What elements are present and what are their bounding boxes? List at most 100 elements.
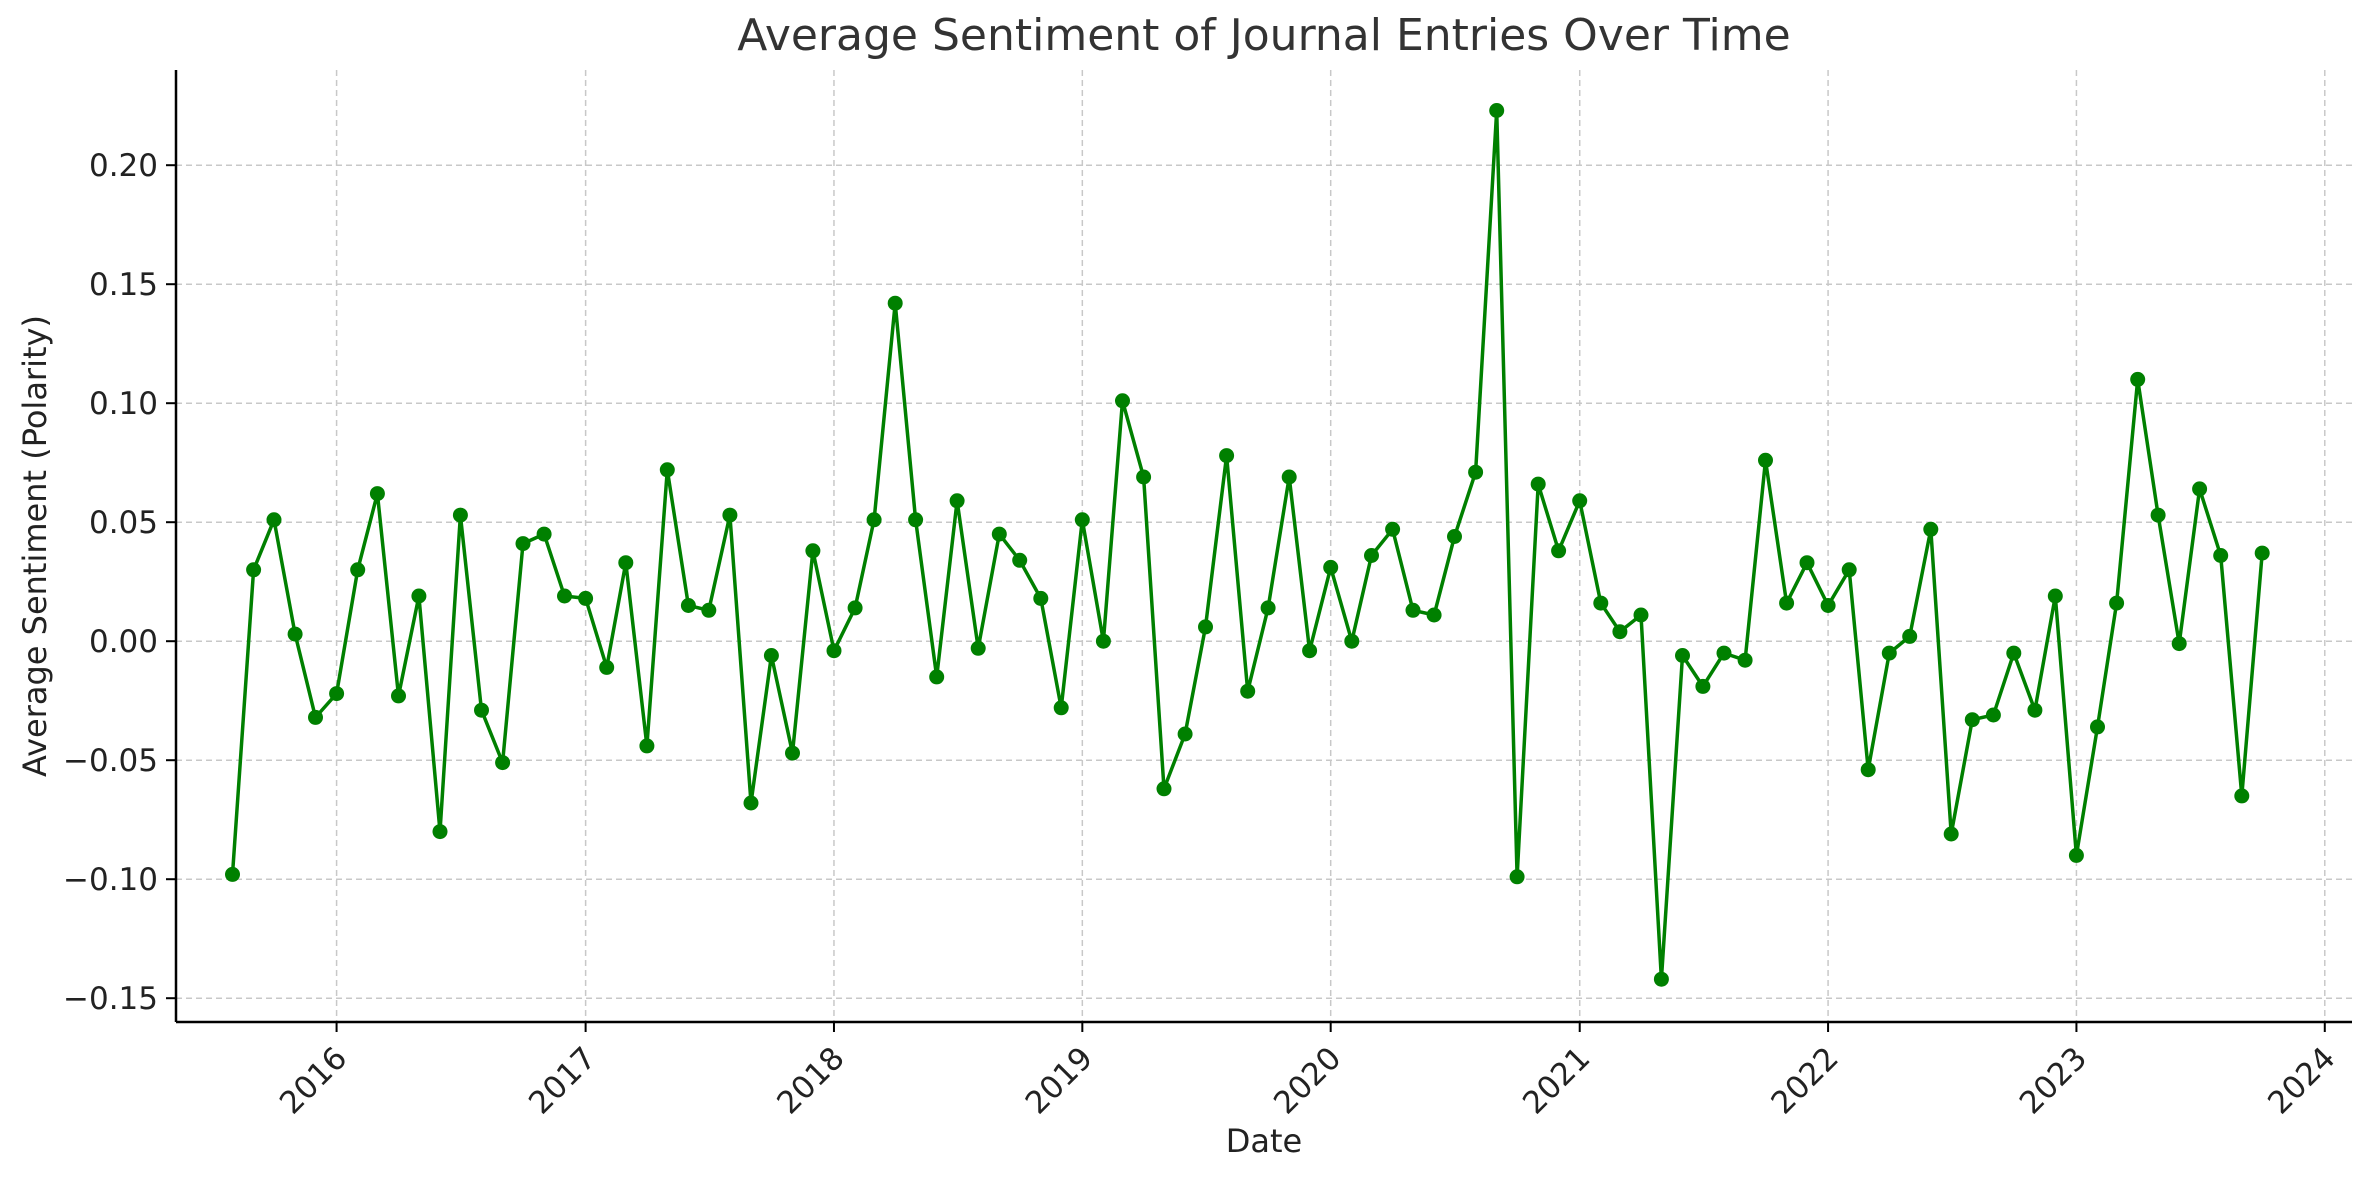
- data-point: [2213, 548, 2229, 563]
- data-point: [495, 755, 511, 771]
- data-point: [970, 640, 986, 656]
- data-point: [639, 738, 655, 754]
- data-point: [1820, 598, 1836, 613]
- data-point: [2130, 371, 2146, 387]
- data-point: [515, 536, 531, 552]
- y-tick-label: 0.10: [89, 386, 158, 422]
- data-point: [1115, 393, 1130, 409]
- data-point: [1551, 543, 1567, 559]
- x-tick-label: 2023: [2013, 1040, 2094, 1121]
- data-point: [1095, 633, 1111, 649]
- data-point: [2254, 545, 2270, 561]
- data-point: [949, 493, 965, 509]
- data-point: [1323, 559, 1339, 575]
- data-point: [1943, 826, 1959, 842]
- data-point: [1737, 652, 1753, 668]
- data-point: [2150, 507, 2166, 523]
- data-point: [1779, 595, 1795, 611]
- data-point: [1923, 521, 1939, 537]
- x-tick-label: 2016: [273, 1040, 354, 1121]
- data-point: [2109, 595, 2125, 611]
- data-point: [329, 686, 345, 702]
- data-point: [805, 543, 821, 559]
- data-point: [1572, 493, 1588, 509]
- data-point: [1136, 469, 1152, 485]
- data-point: [743, 795, 759, 811]
- data-point: [1881, 645, 1897, 661]
- data-point: [2006, 645, 2022, 661]
- x-tick-label: 2024: [2261, 1040, 2342, 1121]
- data-point: [1219, 448, 1235, 464]
- data-point: [225, 866, 240, 882]
- data-point: [557, 588, 572, 604]
- data-point: [2192, 481, 2208, 497]
- data-point: [1074, 512, 1090, 528]
- data-point: [2047, 588, 2063, 604]
- data-point: [266, 512, 282, 528]
- x-tick-label: 2020: [1267, 1040, 1348, 1121]
- data-point: [578, 590, 594, 606]
- data-point: [1758, 452, 1773, 468]
- data-point: [1156, 781, 1172, 797]
- y-tick-label: −0.15: [63, 981, 158, 1017]
- data-point: [1633, 607, 1649, 623]
- data-point: [991, 526, 1007, 542]
- axes: [174, 70, 2352, 1024]
- data-point: [618, 555, 634, 571]
- y-tick-label: 0.15: [89, 267, 158, 303]
- data-point: [722, 507, 738, 523]
- y-tick-label: 0.00: [89, 624, 158, 660]
- data-point: [1530, 476, 1546, 492]
- data-point: [847, 600, 863, 616]
- data-point: [1593, 595, 1609, 611]
- data-point: [1447, 529, 1462, 544]
- data-point: [391, 688, 406, 704]
- x-tick-label: 2022: [1764, 1040, 1845, 1121]
- y-axis-label: Average Sentiment (Polarity): [16, 315, 54, 777]
- data-point: [287, 626, 303, 642]
- data-point: [1426, 607, 1442, 623]
- data-point: [350, 562, 366, 578]
- data-point: [866, 512, 882, 528]
- x-tick-label: 2018: [770, 1040, 851, 1121]
- data-point: [1489, 103, 1505, 118]
- series-line: [230, 108, 2264, 981]
- data-point: [1964, 712, 1980, 728]
- data-point: [1841, 562, 1857, 578]
- chart-title: Average Sentiment of Journal Entries Ove…: [737, 10, 1790, 61]
- data-point: [2234, 788, 2250, 804]
- data-point: [1033, 590, 1049, 606]
- y-tick-label: 0.20: [89, 148, 158, 184]
- data-point: [1281, 469, 1297, 485]
- data-point: [432, 824, 448, 840]
- data-point: [1385, 521, 1401, 537]
- data-point: [826, 643, 842, 659]
- data-point: [1260, 600, 1276, 616]
- series: [225, 103, 2270, 987]
- data-point: [1612, 624, 1628, 640]
- data-point: [1302, 643, 1318, 659]
- data-point: [1695, 678, 1711, 694]
- data-point: [474, 702, 489, 718]
- data-point: [1405, 602, 1421, 618]
- x-tick-label: 2019: [1019, 1040, 1100, 1121]
- data-point: [785, 745, 800, 761]
- data-point: [1716, 645, 1732, 661]
- data-point: [411, 588, 427, 604]
- data-point: [763, 648, 779, 663]
- data-point: [1468, 464, 1484, 480]
- x-tick-label: 2017: [522, 1040, 603, 1121]
- data-point: [2171, 636, 2187, 652]
- grid: [176, 70, 2352, 1022]
- data-point: [452, 507, 468, 523]
- data-point: [701, 602, 717, 618]
- data-point: [1177, 726, 1193, 742]
- data-point: [1344, 633, 1360, 649]
- x-tick-label: 2021: [1516, 1040, 1597, 1121]
- data-point: [599, 659, 615, 675]
- data-point: [908, 512, 924, 528]
- data-point: [887, 295, 903, 311]
- data-point: [1675, 648, 1690, 663]
